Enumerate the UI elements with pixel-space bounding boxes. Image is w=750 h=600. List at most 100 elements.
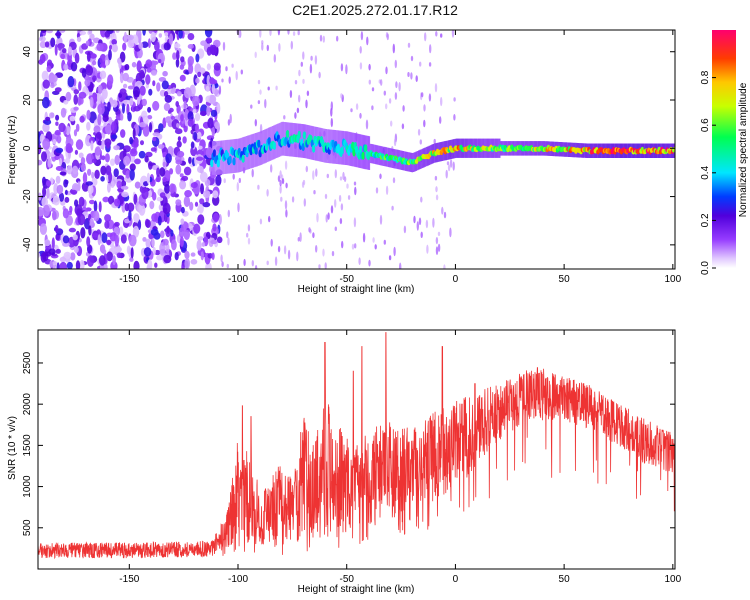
x-tick-label: -150 xyxy=(119,574,139,585)
heatmap-cell xyxy=(129,149,138,157)
heatmap-cell xyxy=(171,239,177,251)
heatmap-cell xyxy=(89,53,97,59)
heatmap-cell xyxy=(112,255,116,266)
heatmap-cell xyxy=(190,141,195,149)
heatmap-cell xyxy=(161,43,165,50)
heatmap-cell xyxy=(85,40,90,47)
heatmap-cell xyxy=(141,41,149,48)
heatmap-cell xyxy=(79,30,87,36)
snr-panel: -150 -100 -50 0 50 100 500 1000 1500 2000 2500 He… xyxy=(7,329,682,595)
heatmap-cell xyxy=(361,151,366,160)
heatmap-cell xyxy=(424,32,427,42)
heatmap-cell xyxy=(261,42,264,51)
heatmap-cell xyxy=(59,30,66,33)
heatmap-cell xyxy=(280,196,283,202)
heatmap-cell xyxy=(50,37,56,48)
heatmap-cell xyxy=(330,101,333,111)
heatmap-cell xyxy=(79,259,85,269)
heatmap-cell xyxy=(368,259,371,267)
heatmap-cell xyxy=(229,113,232,124)
heatmap-cell xyxy=(52,138,57,145)
heatmap-cell xyxy=(176,123,180,128)
heatmap-cell xyxy=(176,91,182,97)
heatmap-cell xyxy=(309,63,313,74)
heatmap-cell xyxy=(152,246,156,256)
heatmap-cell xyxy=(58,192,65,202)
spectrogram-x-ticks: -150 -100 -50 0 50 100 xyxy=(119,30,682,285)
colorbar: 0.0 0.2 0.4 0.6 0.8 Normalized spectral ampl… xyxy=(700,30,749,275)
heatmap-cell xyxy=(257,79,261,85)
heatmap-cell xyxy=(449,159,453,168)
heatmap-cell xyxy=(299,123,301,158)
heatmap-cell xyxy=(136,96,141,105)
heatmap-cell xyxy=(439,116,442,124)
heatmap-cell xyxy=(39,41,47,49)
heatmap-cell xyxy=(74,246,79,253)
heatmap-cell xyxy=(441,206,444,215)
heatmap-cell xyxy=(290,40,293,50)
heatmap-cell xyxy=(139,85,146,96)
heatmap-cell xyxy=(131,61,137,68)
heatmap-cell xyxy=(402,105,405,112)
heatmap-cell xyxy=(58,46,62,51)
heatmap-cell xyxy=(63,251,72,259)
heatmap-cell xyxy=(291,196,295,203)
heatmap-cell xyxy=(145,219,151,228)
heatmap-cell xyxy=(358,257,361,266)
heatmap-cell xyxy=(426,244,429,254)
heatmap-cell xyxy=(385,66,388,75)
heatmap-cell xyxy=(277,175,281,183)
heatmap-cell xyxy=(56,184,64,195)
heatmap-cell xyxy=(141,187,149,200)
heatmap-cell xyxy=(141,98,147,107)
heatmap-cell xyxy=(195,53,200,63)
heatmap-cell xyxy=(212,149,217,158)
heatmap-cell xyxy=(452,161,455,171)
heatmap-cell xyxy=(215,175,222,186)
heatmap-cell xyxy=(174,252,179,261)
heatmap-cell xyxy=(119,88,127,95)
heatmap-cell xyxy=(159,192,166,198)
heatmap-cell xyxy=(51,237,55,250)
heatmap-cell xyxy=(281,178,285,185)
heatmap-cell xyxy=(419,139,422,145)
heatmap-cell xyxy=(420,196,423,203)
heatmap-cell xyxy=(42,204,50,217)
heatmap-cell xyxy=(183,166,192,176)
heatmap-cell xyxy=(449,227,452,238)
heatmap-cell xyxy=(55,114,60,121)
heatmap-cell xyxy=(65,143,73,153)
heatmap-cell xyxy=(190,182,198,189)
heatmap-cell xyxy=(301,143,306,152)
x-tick-label: -100 xyxy=(228,274,248,285)
heatmap-cell xyxy=(89,96,94,108)
heatmap-cell xyxy=(143,247,152,257)
heatmap-cell xyxy=(78,152,84,159)
heatmap-cell xyxy=(145,74,151,85)
heatmap-cell xyxy=(132,225,140,238)
heatmap-cell xyxy=(106,239,112,246)
heatmap-cell xyxy=(177,150,185,158)
heatmap-cell xyxy=(59,171,67,176)
heatmap-cell xyxy=(156,82,161,92)
heatmap-cell xyxy=(192,109,197,114)
heatmap-cell xyxy=(147,106,152,113)
heatmap-cell xyxy=(106,251,113,262)
heatmap-cell xyxy=(206,105,211,117)
heatmap-cell xyxy=(310,55,313,61)
heatmap-cell xyxy=(138,150,146,159)
heatmap-cell xyxy=(175,199,182,206)
heatmap-cell xyxy=(146,172,151,185)
heatmap-cell xyxy=(361,134,364,169)
heatmap-cell xyxy=(154,262,158,268)
heatmap-cell xyxy=(105,124,113,135)
heatmap-cell xyxy=(428,62,432,67)
heatmap-cell xyxy=(334,169,337,179)
heatmap-cell xyxy=(298,69,301,77)
heatmap-cell xyxy=(205,37,213,43)
heatmap-cell xyxy=(315,168,318,177)
heatmap-cell xyxy=(50,83,55,89)
heatmap-cell xyxy=(40,252,47,263)
heatmap-cell xyxy=(39,54,46,64)
heatmap-cell xyxy=(220,254,223,263)
